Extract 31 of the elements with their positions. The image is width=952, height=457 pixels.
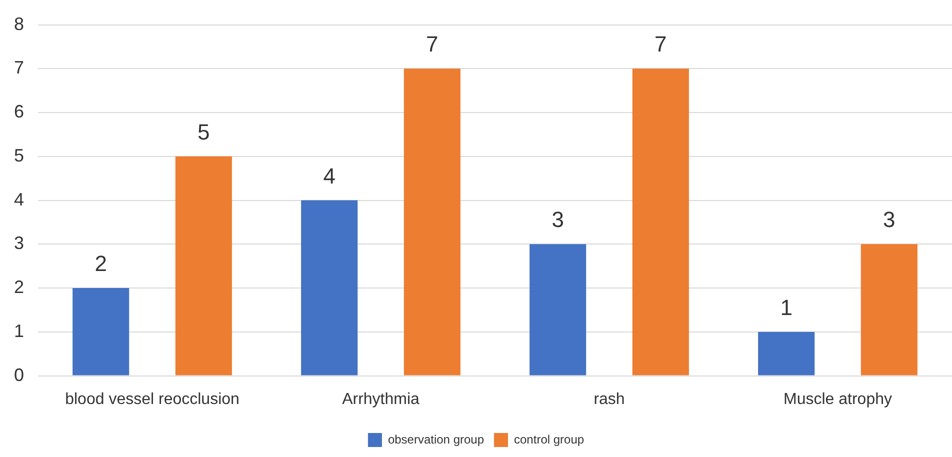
y-tick-label: 6 bbox=[14, 102, 24, 122]
data-label: 5 bbox=[198, 119, 210, 144]
bar bbox=[758, 332, 815, 376]
x-tick-label: Muscle atrophy bbox=[784, 390, 892, 408]
y-tick-label: 2 bbox=[14, 277, 24, 298]
data-label: 4 bbox=[323, 163, 336, 188]
data-label: 3 bbox=[552, 207, 564, 232]
y-tick-label: 4 bbox=[14, 189, 24, 210]
legend-label: control group bbox=[514, 432, 584, 446]
data-label: 3 bbox=[883, 207, 896, 232]
bar bbox=[632, 68, 689, 376]
bar bbox=[404, 68, 460, 376]
legend-label: observation group bbox=[388, 432, 484, 446]
y-tick-label: 7 bbox=[14, 58, 24, 78]
bar bbox=[72, 288, 130, 376]
bar bbox=[175, 156, 232, 376]
y-tick-label: 5 bbox=[14, 145, 24, 166]
x-tick-label: Arrhythmia bbox=[342, 390, 420, 408]
data-label: 1 bbox=[780, 294, 792, 320]
x-tick-label: rash bbox=[594, 390, 625, 408]
bar bbox=[860, 244, 918, 376]
y-tick-label: 1 bbox=[14, 320, 24, 341]
bar bbox=[530, 244, 586, 376]
y-tick-label: 8 bbox=[14, 14, 24, 34]
y-tick-label: 3 bbox=[14, 233, 24, 254]
data-label: 2 bbox=[94, 251, 107, 276]
x-tick-label: blood vessel reocclusion bbox=[65, 390, 240, 408]
y-tick-label: 0 bbox=[14, 364, 24, 385]
data-label: 7 bbox=[426, 32, 438, 57]
bar bbox=[301, 200, 358, 376]
data-label: 7 bbox=[654, 32, 667, 57]
